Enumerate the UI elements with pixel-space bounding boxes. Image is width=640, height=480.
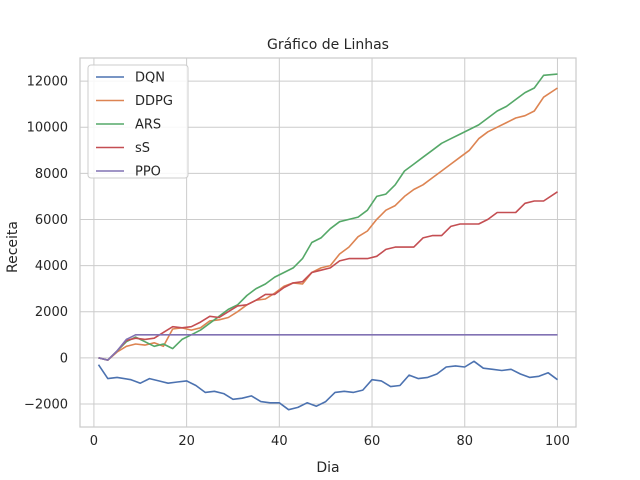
y-tick-label: 2000	[35, 305, 68, 320]
y-tick-label: 4000	[35, 259, 68, 274]
legend-entry: PPO	[135, 165, 161, 180]
series-line-dqn	[97, 360, 558, 411]
legend-entry: DQN	[135, 71, 165, 86]
legend-entry: ARS	[135, 118, 161, 133]
legend-box	[87, 64, 189, 179]
series-line-ss	[98, 191, 558, 361]
x-tick-label: 0	[90, 434, 98, 449]
y-tick-label: 8000	[35, 167, 68, 182]
y-tick-label: 0	[60, 351, 68, 366]
x-tick-label: 40	[271, 434, 288, 449]
x-tick-labels: 0 20 40 60 80 100	[90, 434, 570, 449]
x-tick-label: 100	[545, 434, 570, 449]
series-line-ddpg	[98, 87, 558, 361]
y-tick-label: −2000	[24, 397, 68, 412]
y-axis-label: Receita	[5, 221, 21, 273]
legend-entry: sS	[135, 141, 150, 156]
y-tick-label: 6000	[35, 213, 68, 228]
legend: DQN DDPG ARS sS PPO	[87, 64, 189, 180]
x-tick-label: 80	[456, 434, 473, 449]
x-tick-label: 60	[364, 434, 381, 449]
series-line-ppo	[98, 334, 558, 361]
series-line-ars	[98, 73, 558, 361]
series-lines	[97, 73, 558, 411]
y-tick-label: 12000	[27, 75, 68, 90]
x-axis-label: Dia	[316, 460, 339, 476]
plot-frame	[79, 57, 577, 428]
y-tick-label: 10000	[27, 121, 68, 136]
chart-title: Gráfico de Linhas	[267, 37, 389, 53]
y-tick-labels: −2000 0 2000 4000 6000 8000 10000 12000	[24, 75, 68, 413]
legend-entry: DDPG	[135, 94, 173, 109]
x-tick-label: 20	[178, 434, 195, 449]
